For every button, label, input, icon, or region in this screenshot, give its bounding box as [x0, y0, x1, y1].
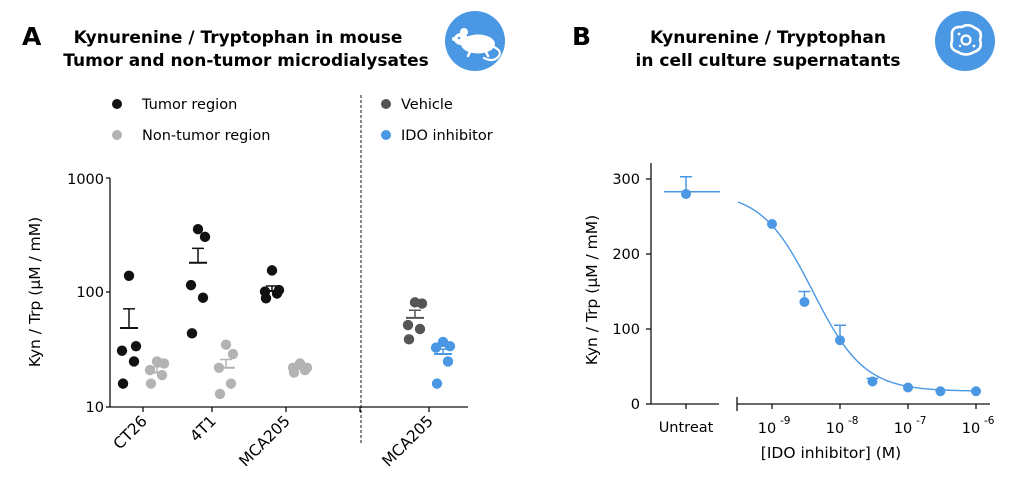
mouse-icon: [445, 11, 505, 71]
chart-a-xcat-ct26: CT26: [110, 412, 151, 453]
data-point-a-0-4: [123, 270, 135, 281]
data-point-b-4: [903, 382, 913, 393]
legend-nontumor-label: Non-tumor region: [142, 128, 270, 144]
data-point-a-6-1: [414, 323, 426, 335]
data-point-b-5: [935, 386, 946, 397]
xtick-label-b-1: 10: [826, 421, 844, 437]
data-point-b-6: [971, 386, 981, 397]
data-point-a-6-4: [409, 297, 421, 308]
data-point-a-7-4: [437, 336, 449, 348]
xtick-exponent-b-2: -7: [916, 415, 926, 427]
chart-b-axes: [646, 163, 990, 411]
chart-b-ytick-200: 200: [612, 247, 640, 263]
data-point-b-1: [799, 297, 810, 307]
chart-a-ylabel: Kyn / Trp (μM / mM): [26, 217, 44, 367]
legend-ido-label: IDO inhibitor: [401, 128, 493, 144]
data-point-a-1-1: [156, 369, 168, 381]
data-point-a-6-0: [403, 334, 415, 345]
data-point-a-0-0: [117, 378, 129, 389]
data-point-a-6-2: [402, 319, 414, 331]
chart-b-ylabel: Kyn / Trp (μM / mM): [583, 215, 601, 365]
chart-a-marks: [116, 224, 456, 400]
chart-b-ytick-0: 0: [631, 397, 640, 413]
xtick-exponent-b-1: -8: [848, 415, 858, 427]
data-point-a-7-1: [442, 356, 454, 367]
data-point-a-2-3: [199, 231, 211, 243]
legend-marker-vehicle: [381, 99, 391, 109]
chart-b-marks: [664, 176, 981, 397]
data-point-b-2: [835, 335, 845, 346]
chart-b-xtick-untreated: Untreat: [659, 420, 714, 436]
legend-tumor-label: Tumor region: [141, 97, 237, 113]
chart-a-ytick-1000: 1000: [67, 172, 104, 188]
chart-a-title-line1: Kynurenine / Tryptophan in mouse: [74, 28, 403, 48]
data-point-a-2-0: [186, 328, 198, 339]
data-point-a-7-0: [431, 378, 443, 389]
data-point-a-2-2: [185, 279, 197, 291]
xtick-exponent-b-3: -6: [984, 415, 995, 427]
chart-a-xcat-mca205: MCA205: [236, 412, 294, 470]
cell-icon: [935, 11, 995, 71]
data-point-a-7-2: [430, 342, 442, 353]
xtick-label-b-3: 10: [962, 421, 980, 437]
chart-a-ytick-10: 10: [86, 400, 104, 416]
fit-curve-b: [737, 201, 973, 392]
data-point-a-1-4: [151, 356, 163, 367]
data-point-a-2-4: [192, 224, 204, 235]
chart-b-ytick-300: 300: [612, 172, 640, 188]
data-point-a-1-0: [145, 378, 157, 389]
panel-label-b: B: [572, 22, 591, 51]
data-point-a-3-3: [227, 348, 239, 360]
legend-marker-nontumor: [112, 130, 122, 140]
chart-b-title-line2: in cell culture supernatants: [636, 51, 901, 71]
xtick-exponent-b-0: -9: [780, 415, 790, 427]
legend-a: Tumor region Non-tumor region Vehicle ID…: [112, 97, 493, 144]
chart-a-xcat-4t1: 4T1: [186, 412, 219, 445]
xtick-label-b-2: 10: [894, 421, 912, 437]
data-point-a-0-3: [130, 340, 142, 352]
data-point-b-0: [767, 219, 777, 229]
data-point-untreated: [681, 189, 691, 199]
data-point-a-2-1: [197, 292, 209, 303]
chart-a-title-line2: Tumor and non-tumor microdialysates: [63, 51, 428, 71]
data-point-a-0-2: [116, 345, 128, 356]
xtick-label-b-0: 10: [758, 421, 776, 437]
chart-b-title-line1: Kynurenine / Tryptophan: [650, 28, 886, 48]
chart-a-xcat-mca205-treatment: MCA205: [379, 412, 437, 470]
legend-vehicle-label: Vehicle: [401, 97, 453, 113]
chart-b-xlabel: [IDO inhibitor] (M): [761, 444, 901, 462]
chart-a-ytick-100: 100: [76, 285, 104, 301]
panel-label-a: A: [22, 22, 42, 51]
data-point-a-4-4: [266, 265, 278, 276]
data-point-a-3-0: [214, 388, 226, 400]
chart-b-xticks: 10 -9 10 -8 10 -7 10 -6: [758, 404, 995, 437]
data-point-a-3-4: [220, 339, 232, 350]
legend-marker-tumor: [112, 99, 122, 109]
data-point-a-0-1: [128, 356, 140, 367]
chart-b-ytick-100: 100: [612, 322, 640, 338]
data-point-a-3-1: [225, 378, 237, 389]
legend-marker-ido: [381, 130, 391, 140]
data-point-b-3: [867, 376, 878, 387]
chart-a-axes: [106, 177, 468, 412]
